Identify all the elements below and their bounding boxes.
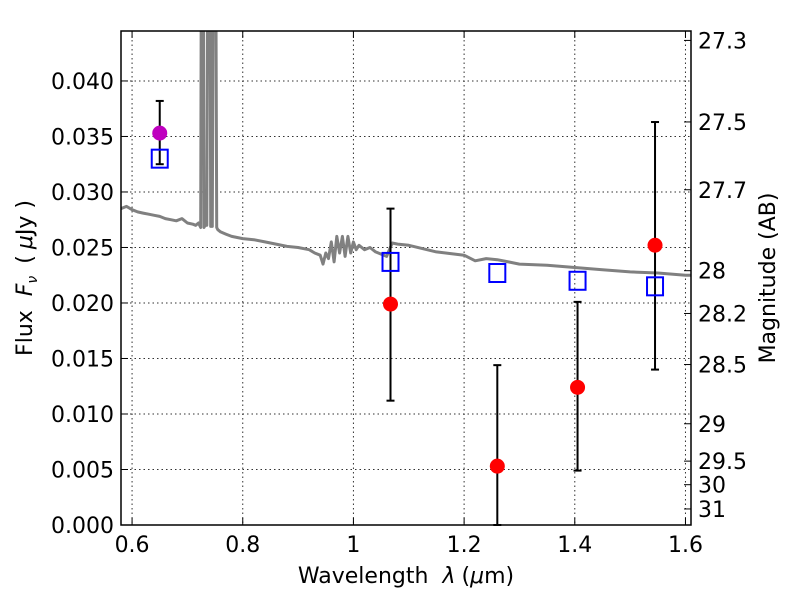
x-tick-label: 1.6 xyxy=(668,533,703,558)
y2-tick-label: 27.5 xyxy=(698,111,747,136)
observed-point xyxy=(152,125,168,141)
observed-point xyxy=(383,296,399,312)
synthetic-point xyxy=(150,148,169,169)
model-spectrum-line xyxy=(121,31,691,277)
x-tick-label: 0.8 xyxy=(225,533,260,558)
synthetic-point xyxy=(568,270,587,291)
y-tick-label: 0.020 xyxy=(51,292,114,317)
y2-tick-label: 27.3 xyxy=(698,29,747,54)
x-tick-label: 0.6 xyxy=(115,533,150,558)
x-axis-title: Wavelength λ (μm) xyxy=(298,564,514,589)
observed-point xyxy=(570,379,586,395)
y2-tick-label: 28.2 xyxy=(698,302,747,327)
y2-tick-label: 29.5 xyxy=(698,450,747,475)
y2-tick-label: 28 xyxy=(698,260,726,285)
synthetic-point xyxy=(646,276,665,297)
y2-tick-label: 30 xyxy=(698,474,726,499)
observed-point xyxy=(647,237,663,253)
synthetic-photometry-points xyxy=(150,148,665,297)
synthetic-point xyxy=(381,251,400,272)
y2-axis-title: Magnitude (AB) xyxy=(756,193,781,364)
y-tick-label: 0.025 xyxy=(51,236,114,261)
y-tick-label: 0.040 xyxy=(51,70,114,95)
plot-frame xyxy=(120,30,692,526)
observed-photometry-points xyxy=(152,125,663,474)
y-tick-label: 0.000 xyxy=(51,514,114,539)
y2-tick-label: 27.7 xyxy=(698,179,747,204)
y-tick-label: 0.010 xyxy=(51,403,114,428)
y-tick-label: 0.035 xyxy=(51,125,114,150)
x-axis: 0.6 0.8 1 1.2 1.4 1.6 xyxy=(115,31,703,558)
y-tick-label: 0.005 xyxy=(51,458,114,483)
x-tick-label: 1 xyxy=(346,533,360,558)
y-axis: 0.000 0.005 0.010 0.015 0.020 0.025 0.030 0.035… xyxy=(51,70,128,539)
model-spectrum xyxy=(121,31,691,277)
y2-tick-label: 28.5 xyxy=(698,354,747,379)
y2-tick-label: 29 xyxy=(698,413,726,438)
x-tick-label: 1.4 xyxy=(557,533,592,558)
x-tick-label: 1.2 xyxy=(447,533,482,558)
observed-point xyxy=(489,458,505,474)
y-tick-label: 0.030 xyxy=(51,181,114,206)
y-tick-label: 0.015 xyxy=(51,347,114,372)
y2-tick-label: 31 xyxy=(698,498,726,523)
y-axis-title: FluxFν(μJy ) xyxy=(13,200,41,356)
synthetic-point xyxy=(488,263,507,284)
